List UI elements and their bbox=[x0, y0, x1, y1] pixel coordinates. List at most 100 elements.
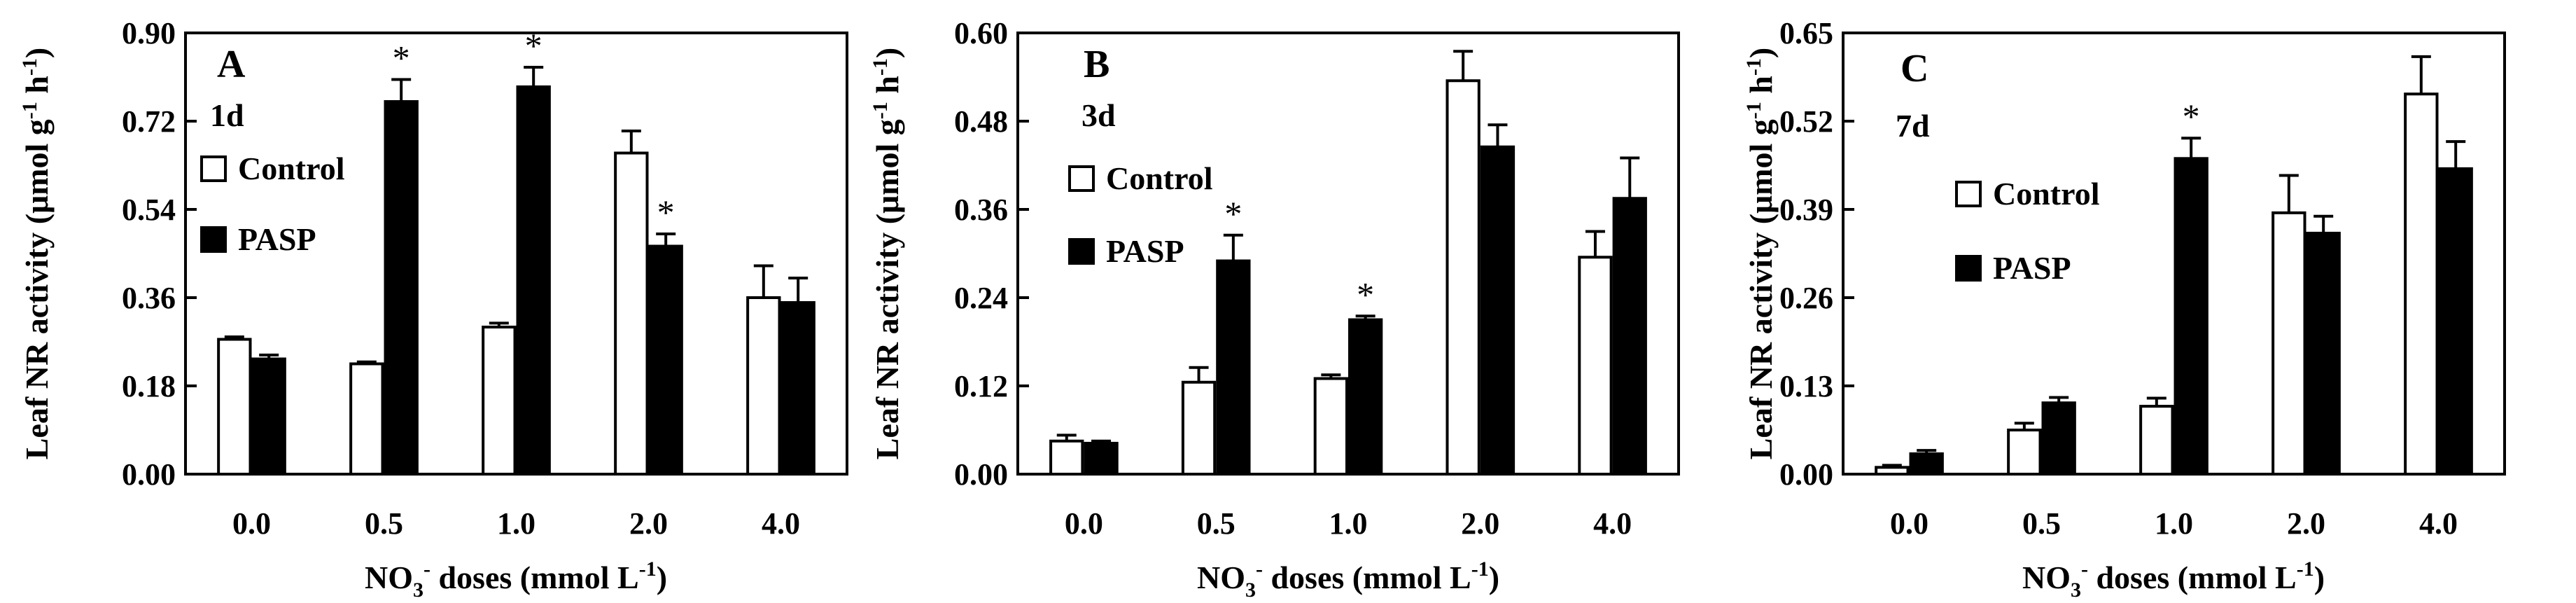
y-tick-label: 0.72 bbox=[122, 104, 176, 139]
pasp-bar bbox=[2438, 167, 2473, 476]
panel-b: * * 0.00 0.12 0.24 0.36 0.48 0.60 0.0 0.5 1.0 2.0 4.… bbox=[869, 16, 1680, 602]
x-axis-title-text: ) bbox=[2314, 560, 2325, 595]
x-axis-title: NO3- doses (mmol L-1) bbox=[2022, 557, 2325, 602]
y-axis-title-text: h bbox=[1743, 76, 1779, 102]
y-tick-label: 0.00 bbox=[1779, 457, 1833, 492]
x-tick-label: 0.5 bbox=[365, 506, 403, 541]
x-axis-title-text: doses (mmol L bbox=[1263, 560, 1471, 595]
control-bar bbox=[1578, 256, 1613, 476]
x-tick-label: 4.0 bbox=[1593, 506, 1632, 541]
x-axis-title-sup: - bbox=[1256, 557, 1263, 581]
legend-label: PASP bbox=[238, 221, 316, 257]
day-label: 7d bbox=[1896, 108, 1930, 144]
legend-label: Control bbox=[1106, 160, 1213, 196]
panel-c: * 0.00 0.13 0.26 0.39 0.52 0.65 0.0 0.5 1.0 2.0 4.0… bbox=[1742, 16, 2506, 602]
pasp-bar bbox=[1348, 318, 1383, 476]
x-axis-title-sub: 3 bbox=[413, 578, 424, 602]
pasp-bar bbox=[780, 301, 816, 476]
x-tick-label: 1.0 bbox=[497, 506, 536, 541]
x-tick-label: 0.0 bbox=[232, 506, 271, 541]
control-bar bbox=[217, 338, 252, 476]
y-tick-label: 0.48 bbox=[954, 104, 1008, 139]
pasp-legend-swatch bbox=[200, 226, 227, 253]
control-bar bbox=[349, 362, 384, 476]
pasp-legend-swatch bbox=[1955, 255, 1982, 282]
control-bar bbox=[2007, 429, 2042, 476]
plot-frame bbox=[1842, 32, 2506, 476]
control-bar bbox=[614, 151, 649, 476]
y-axis-title-text: ) bbox=[1743, 48, 1779, 58]
pasp-bar bbox=[384, 100, 419, 476]
y-axis-title-sup: -1 bbox=[869, 102, 892, 119]
y-tick-label: 0.39 bbox=[1779, 193, 1833, 227]
x-tick-label: 4.0 bbox=[2419, 506, 2458, 541]
pasp-bar bbox=[1909, 452, 1944, 476]
y-axis-title-sup: -1 bbox=[18, 58, 41, 76]
control-bar bbox=[1181, 380, 1217, 476]
y-axis-title: Leaf NR activity (μmol g-1 h-1) bbox=[1742, 48, 1779, 459]
y-axis-title-text: Leaf NR activity (μmol g bbox=[19, 119, 55, 459]
y-axis-title-text: ) bbox=[869, 48, 905, 58]
pasp-bar bbox=[1480, 145, 1516, 476]
pasp-bar bbox=[2041, 401, 2076, 476]
significance-star: * bbox=[657, 193, 675, 232]
y-tick-label: 0.36 bbox=[122, 281, 176, 315]
day-label: 1d bbox=[210, 97, 244, 133]
control-bar bbox=[1446, 79, 1480, 476]
y-axis-title-sup: -1 bbox=[18, 102, 41, 119]
y-axis-title: Leaf NR activity (μmol g-1 h-1) bbox=[18, 48, 55, 459]
x-axis-title: NO3- doses (mmol L-1) bbox=[365, 557, 667, 602]
pasp-bar bbox=[1612, 197, 1647, 476]
plot-frame bbox=[1016, 32, 1680, 476]
y-axis-title-text: ) bbox=[19, 48, 55, 58]
control-bar bbox=[2139, 405, 2174, 476]
panel-letter: B bbox=[1084, 43, 1110, 86]
legend-label: Control bbox=[238, 151, 345, 186]
x-tick-label: 0.5 bbox=[1197, 506, 1236, 541]
x-tick-label: 4.0 bbox=[762, 506, 800, 541]
x-axis-title-text: ) bbox=[657, 560, 667, 595]
x-tick-label: 0.0 bbox=[1065, 506, 1103, 541]
x-axis-title-text: NO bbox=[365, 560, 413, 595]
x-axis-title-text: doses (mmol L bbox=[2088, 560, 2297, 595]
y-tick-label: 0.90 bbox=[122, 16, 176, 50]
y-tick-label: 0.24 bbox=[954, 281, 1008, 315]
legend-label: PASP bbox=[1993, 250, 2071, 286]
pasp-bar bbox=[2306, 231, 2341, 476]
significance-star: * bbox=[1224, 194, 1242, 233]
y-tick-label: 0.26 bbox=[1779, 281, 1833, 315]
control-bar bbox=[746, 296, 781, 476]
y-tick-label: 0.54 bbox=[122, 193, 176, 227]
panel-letter: C bbox=[1900, 47, 1928, 90]
y-tick-label: 0.52 bbox=[1779, 104, 1833, 139]
legend: Control PASP bbox=[1955, 176, 2100, 286]
control-bar bbox=[1049, 439, 1084, 476]
y-tick-label: 0.00 bbox=[122, 457, 176, 492]
y-tick-label: 0.18 bbox=[122, 369, 176, 403]
y-axis-title-text: Leaf NR activity (μmol g bbox=[1743, 119, 1779, 459]
y-axis-title-sup: -1 bbox=[869, 58, 892, 76]
significance-star: * bbox=[393, 39, 410, 78]
x-axis-title-sup: -1 bbox=[639, 557, 657, 581]
y-axis-title: Leaf NR activity (μmol g-1 h-1) bbox=[869, 48, 905, 459]
x-axis-title-sup: - bbox=[424, 557, 430, 581]
legend-label: Control bbox=[1993, 176, 2100, 212]
x-tick-label: 1.0 bbox=[2155, 506, 2193, 541]
x-axis-title-sup: -1 bbox=[2297, 557, 2314, 581]
x-tick-label: 2.0 bbox=[629, 506, 668, 541]
plot-frame bbox=[184, 32, 848, 476]
panel-a: * **0.000.180.360.540.720.900.0 0.5 1.0 2.0 4… bbox=[18, 16, 848, 602]
y-tick-label: 0.65 bbox=[1779, 16, 1833, 50]
control-bar bbox=[2272, 211, 2306, 476]
y-tick-label: 0.60 bbox=[954, 16, 1008, 50]
y-axis-title-sup: -1 bbox=[1742, 58, 1765, 76]
x-axis-title-text: NO bbox=[2022, 560, 2071, 595]
significance-star: * bbox=[2183, 97, 2200, 136]
legend: Control PASP bbox=[1068, 160, 1213, 269]
x-tick-label: 0.5 bbox=[2022, 506, 2061, 541]
x-axis-title-text: NO bbox=[1197, 560, 1245, 595]
pasp-bar bbox=[251, 357, 286, 476]
pasp-bar bbox=[1216, 259, 1251, 476]
x-axis-title-sub: 3 bbox=[1245, 578, 1256, 602]
x-axis-title-sup: -1 bbox=[1471, 557, 1489, 581]
